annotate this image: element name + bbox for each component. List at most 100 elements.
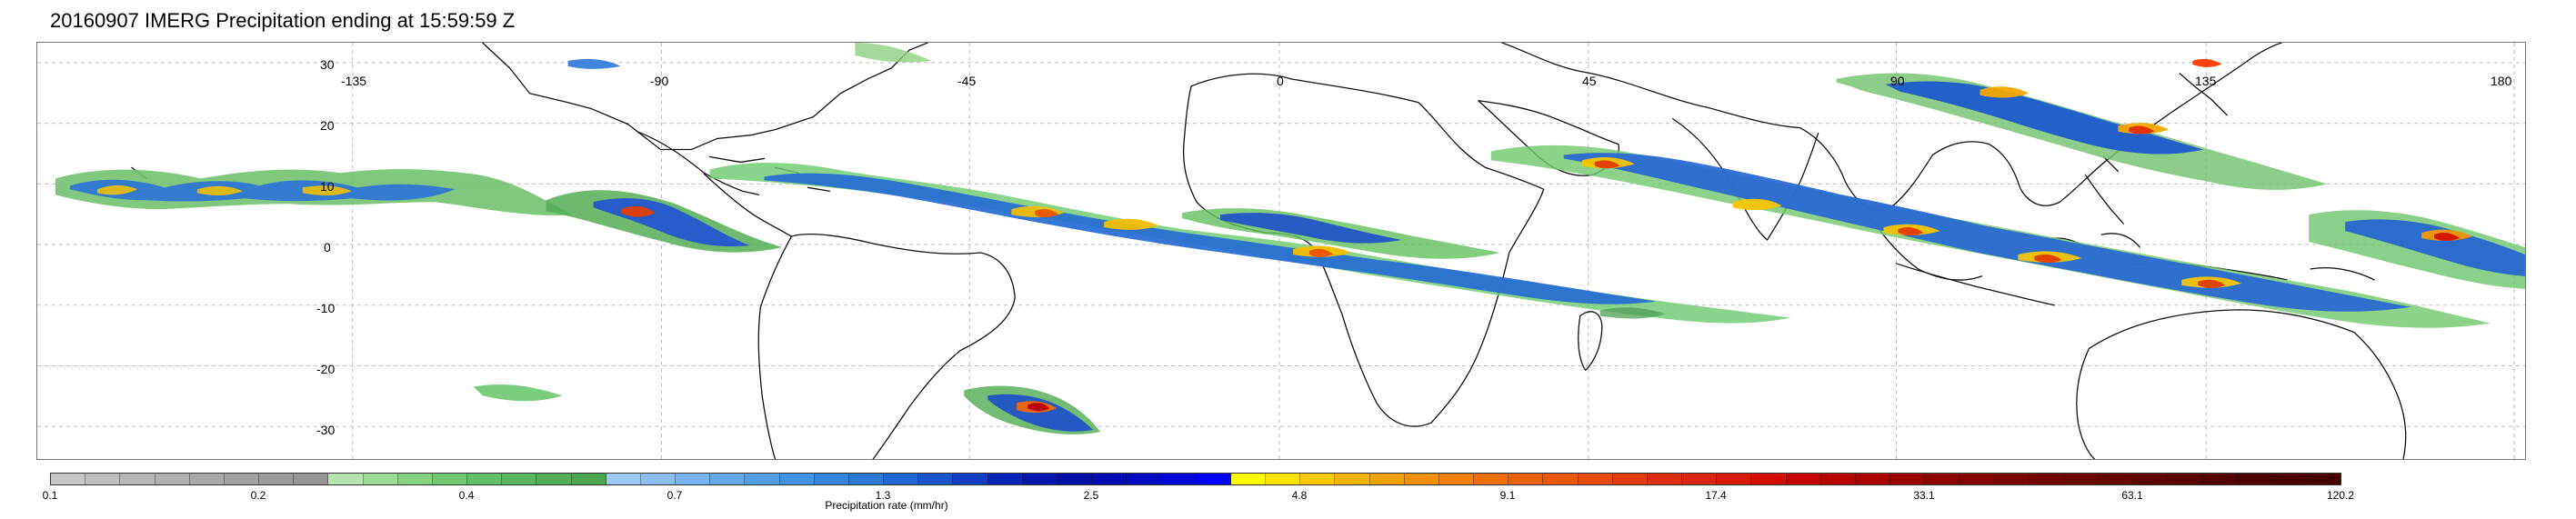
colorbar-segment [1717, 474, 1752, 484]
colorbar-segment [536, 474, 572, 484]
colorbar-segment [814, 474, 849, 484]
lat-label-10: 10 [320, 179, 335, 194]
precipitation-patch [2434, 233, 2461, 242]
colorbar-label-33-1: 33.1 [1913, 489, 1935, 502]
colorbar-segment [1404, 474, 1439, 484]
precipitation-patch [620, 205, 656, 217]
colorbar-segment [363, 474, 398, 484]
colorbar-segment [918, 474, 954, 484]
colorbar-segment [224, 474, 260, 484]
map-title: 20160907 IMERG Precipitation ending at 1… [50, 9, 516, 32]
lon-label-45: 45 [1582, 74, 1597, 88]
madagascar-coastline [1578, 311, 1603, 372]
colorbar-label-0-1: 0.1 [42, 489, 58, 502]
colorbar-segment [1751, 474, 1787, 484]
colorbar-segment [2063, 474, 2100, 484]
colorbar-segment [432, 474, 468, 484]
precipitation-patch [1027, 403, 1050, 412]
lat-label-minus-30: -30 [316, 423, 336, 437]
colorbar-segment [1612, 474, 1648, 484]
colorbar-segment [1022, 474, 1057, 484]
precipitation-map-panel: -135 -90 -45 0 45 90 135 180 30 20 10 0 … [36, 42, 2526, 460]
colorbar-segment [1266, 474, 1301, 484]
colorbar-segment [1161, 474, 1197, 484]
colorbar-segment [1127, 474, 1162, 484]
precipitation-patch [764, 173, 1657, 304]
colorbar-segment [1682, 474, 1718, 484]
south-america-west-coastline [757, 235, 793, 459]
precipitation-patch [1220, 213, 1402, 244]
colorbar-segment [1543, 474, 1579, 484]
colorbar-label-9-1: 9.1 [1499, 489, 1516, 502]
precipitation-patch [987, 394, 1094, 432]
precipitation-patch [1599, 307, 1666, 319]
india-coastline [1672, 117, 1819, 241]
colorbar-segment [1474, 474, 1509, 484]
colorbar-segment [640, 474, 677, 484]
colorbar-segment [848, 474, 885, 484]
lat-label-0: 0 [324, 240, 331, 255]
australia-coastline [2076, 309, 2407, 459]
colorbar-segment [259, 474, 295, 484]
colorbar-segment [987, 474, 1023, 484]
colorbar-segment [1300, 474, 1336, 484]
colorbar-label-63-1: 63.1 [2121, 489, 2143, 502]
precipitation-patch [473, 384, 563, 402]
colorbar-segment [676, 474, 711, 484]
precipitation-patch [1885, 81, 2204, 155]
colorbar-segment [1925, 474, 1960, 484]
colorbar-segment [2272, 474, 2308, 484]
colorbar-segment [2202, 474, 2238, 484]
colorbar-segment [953, 474, 988, 484]
colorbar-segment [745, 474, 780, 484]
colorbar-segment [155, 474, 190, 484]
colorbar-segment [120, 474, 155, 484]
colorbar-label-0-4: 0.4 [458, 489, 475, 502]
japan-islands [2179, 73, 2228, 116]
precipitation-patch [855, 43, 932, 63]
precipitation-patch [1563, 153, 2411, 312]
precipitation-patch [2192, 58, 2222, 67]
precipitation-fields [55, 43, 2525, 434]
colorbar-segment [1335, 474, 1370, 484]
colorbar-segment [1786, 474, 1821, 484]
colorbar-segment [2168, 474, 2203, 484]
lon-label-90: 90 [1890, 74, 1905, 88]
colorbar-segment [571, 474, 606, 484]
colorbar-segment [1092, 474, 1128, 484]
lon-label-180: 180 [2491, 74, 2512, 88]
colorbar-segment [1890, 474, 1926, 484]
colorbar-label-17-4: 17.4 [1705, 489, 1727, 502]
colorbar-segment [2029, 474, 2064, 484]
lon-label-0: 0 [1277, 74, 1284, 88]
lat-label-20: 20 [320, 118, 335, 133]
colorbar-segment [884, 474, 919, 484]
precipitation-patch [567, 58, 621, 69]
lat-label-minus-10: -10 [316, 301, 336, 315]
colorbar-segment [189, 474, 225, 484]
colorbar-segment [606, 474, 641, 484]
precipitation-map-svg [37, 43, 2525, 459]
precipitation-colorbar [50, 473, 2341, 485]
colorbar-segment [1855, 474, 1891, 484]
colorbar-segment [1369, 474, 1405, 484]
gulf-mexico-coastline [636, 130, 760, 195]
philippines-islands [2084, 155, 2124, 225]
indonesia-islands [1895, 233, 2375, 306]
colorbar-segment [467, 474, 503, 484]
central-america-coastline [703, 173, 793, 237]
precipitation-patch [69, 179, 456, 202]
colorbar-segment [2307, 474, 2340, 484]
colorbar-segment [1438, 474, 1475, 484]
colorbar-segment [1820, 474, 1856, 484]
colorbar-segment [710, 474, 746, 484]
colorbar-segment [397, 474, 433, 484]
colorbar-segment [1196, 474, 1231, 484]
colorbar-segment [2099, 474, 2134, 484]
lon-label-minus-135: -135 [341, 74, 367, 88]
colorbar-segment [1994, 474, 2030, 484]
lon-label-minus-90: -90 [650, 74, 669, 88]
colorbar-segment [1509, 474, 1544, 484]
lon-label-minus-45: -45 [957, 74, 977, 88]
colorbar-segment [2237, 474, 2272, 484]
